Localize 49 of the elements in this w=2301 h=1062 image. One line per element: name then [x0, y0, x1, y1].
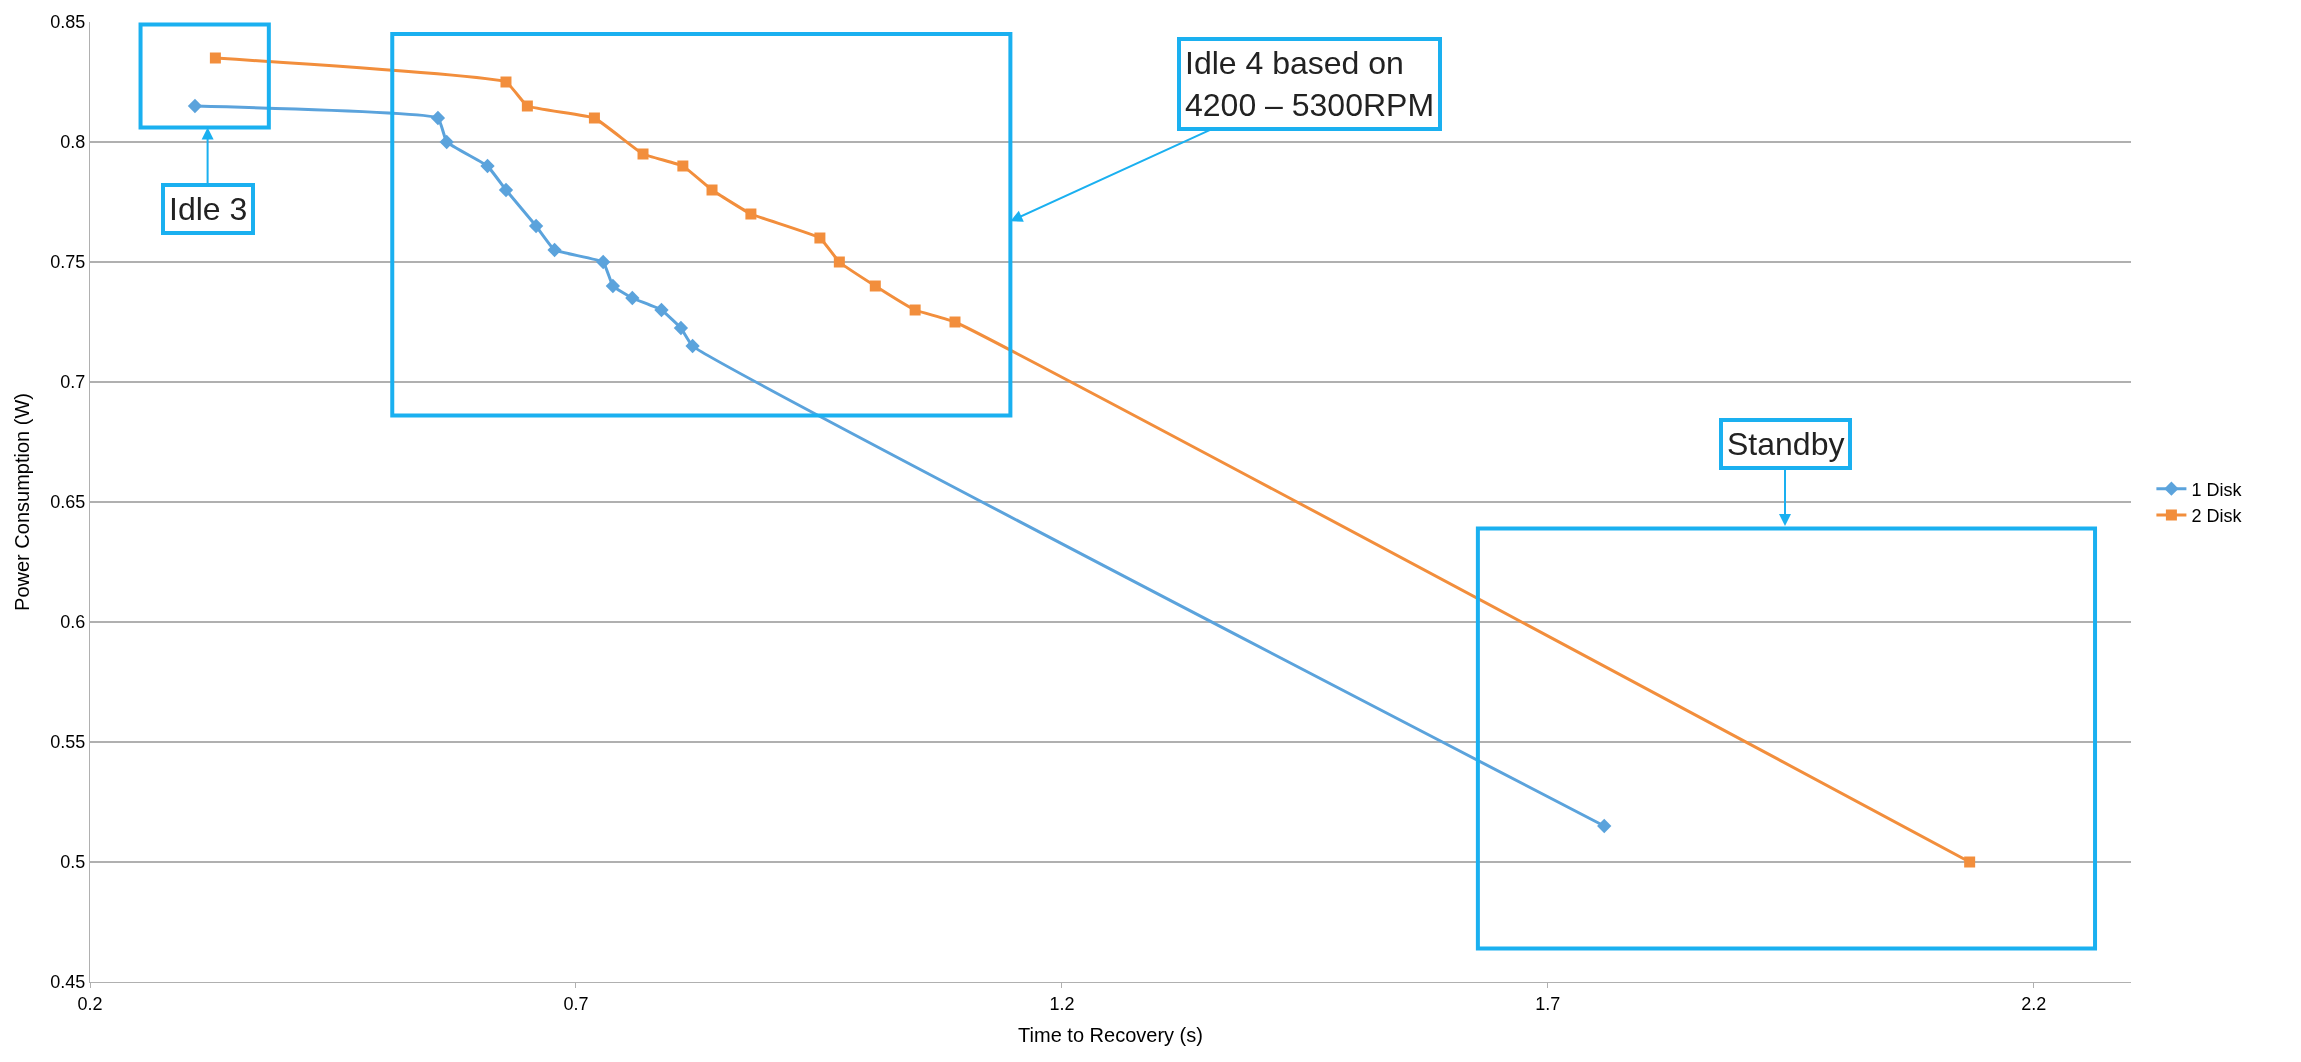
annotation: Idle 4 based on 4200 – 5300RPM	[1185, 45, 1435, 123]
point	[637, 148, 649, 160]
x-tick-label: 0.2	[77, 993, 103, 1014]
point	[605, 278, 621, 294]
point	[677, 160, 689, 172]
point	[430, 110, 446, 126]
point	[209, 52, 221, 64]
point	[1964, 856, 1976, 868]
point	[706, 184, 718, 196]
point	[814, 232, 826, 244]
point	[521, 100, 533, 112]
legend-label: 2 Disk	[2191, 506, 2243, 527]
point	[685, 338, 700, 354]
y-tick-label: 0.85	[50, 12, 86, 33]
point	[187, 98, 203, 114]
y-tick-label: 0.7	[60, 372, 86, 393]
point	[869, 280, 881, 292]
legend-label: 1 Disk	[2191, 479, 2243, 500]
x-tick-label: 1.7	[1535, 993, 1561, 1014]
point	[588, 112, 600, 124]
y-tick-label: 0.45	[50, 972, 86, 993]
point	[949, 316, 961, 328]
x-tick-label: 0.7	[563, 993, 589, 1014]
y-tick-label: 0.6	[60, 612, 86, 633]
x-tick-label: 1.2	[1049, 993, 1075, 1014]
y-axis-title: Power Consumption (W)	[10, 393, 33, 611]
annotation: Standby	[1727, 426, 1845, 462]
y-tick-label: 0.65	[50, 492, 86, 513]
point	[625, 290, 640, 306]
point	[654, 302, 669, 318]
y-tick-label: 0.5	[60, 852, 86, 873]
point	[833, 256, 845, 268]
point	[547, 242, 562, 258]
y-tick-label: 0.55	[50, 732, 86, 753]
point	[745, 208, 757, 220]
y-tick-label: 0.8	[60, 132, 86, 153]
x-axis-title: Time to Recovery (s)	[1018, 1024, 1203, 1047]
point	[909, 304, 921, 316]
point	[480, 158, 495, 174]
point	[673, 320, 689, 336]
point	[439, 134, 454, 150]
point	[1597, 818, 1612, 834]
point	[528, 218, 544, 234]
point	[498, 182, 514, 198]
y-tick-label: 0.75	[50, 252, 86, 273]
point	[596, 254, 611, 270]
point	[500, 76, 512, 88]
annotation: Idle 3	[169, 191, 248, 227]
x-tick-label: 2.2	[2021, 993, 2047, 1014]
